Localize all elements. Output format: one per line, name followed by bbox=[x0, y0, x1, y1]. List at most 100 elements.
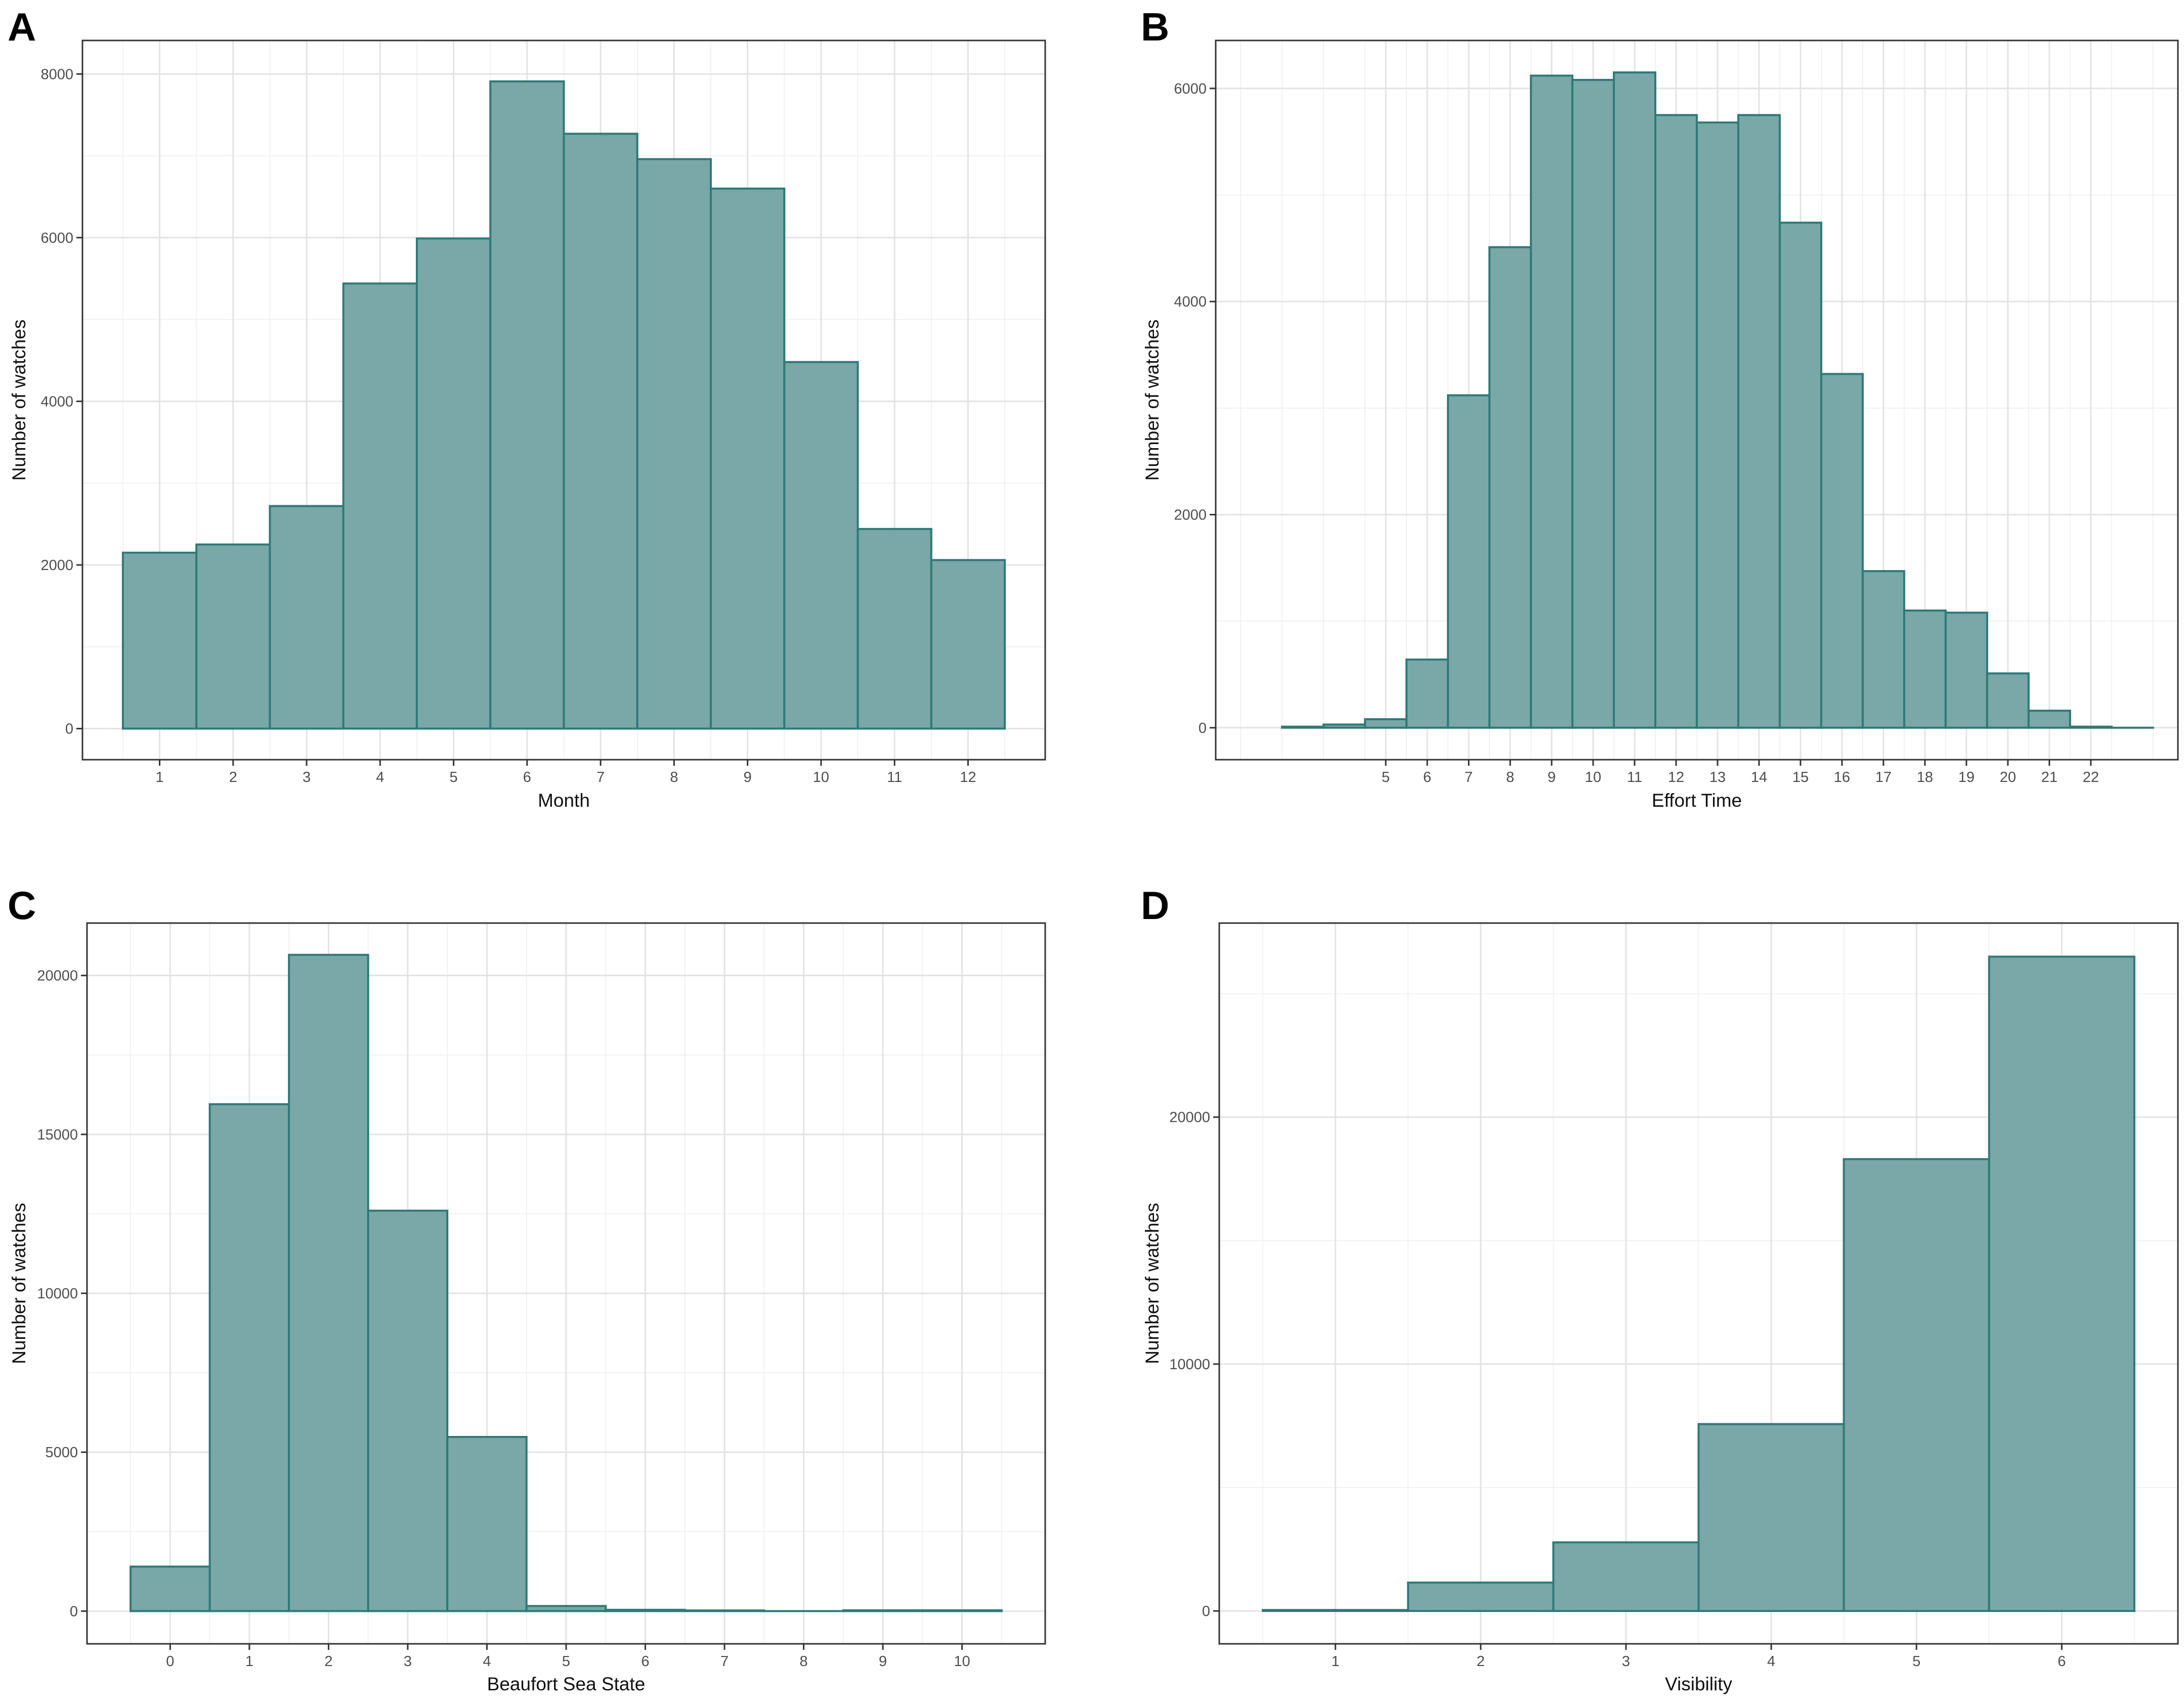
y-tick-label: 20000 bbox=[37, 968, 78, 984]
bar-b-21 bbox=[2027, 710, 2071, 729]
bar-c-3 bbox=[367, 1209, 449, 1612]
bar-d-6 bbox=[1988, 955, 2135, 1612]
y-tick-label: 6000 bbox=[40, 230, 73, 246]
x-tick-label: 7 bbox=[720, 1653, 729, 1670]
bar-b-14 bbox=[1737, 114, 1781, 729]
bar-b-13 bbox=[1696, 121, 1739, 729]
x-axis-title: Beaufort Sea State bbox=[487, 1674, 646, 1694]
panel-letter: B bbox=[1141, 5, 1169, 49]
y-tick-label: 10000 bbox=[1169, 1357, 1210, 1373]
bar-d-4 bbox=[1697, 1423, 1845, 1612]
bar-b-17 bbox=[1861, 570, 1905, 729]
bar-a-6 bbox=[489, 80, 565, 730]
y-axis-title: Number of watches bbox=[9, 1203, 29, 1364]
x-tick-label: 11 bbox=[887, 769, 902, 785]
bar-b-10 bbox=[1571, 78, 1615, 729]
bar-b-22 bbox=[2069, 725, 2113, 729]
bar-b-5 bbox=[1364, 718, 1408, 729]
y-tick-label: 15000 bbox=[37, 1127, 78, 1143]
x-axis-title: Month bbox=[538, 790, 590, 811]
bar-b-15 bbox=[1778, 222, 1822, 729]
bar-a-3 bbox=[269, 505, 345, 730]
bar-a-1 bbox=[121, 551, 198, 730]
y-tick-label: 0 bbox=[65, 721, 73, 737]
bar-c-5 bbox=[525, 1605, 607, 1612]
x-tick-label: 1 bbox=[245, 1653, 253, 1670]
x-tick-label: 6 bbox=[523, 769, 531, 785]
bar-b-7 bbox=[1447, 394, 1491, 729]
y-tick-label: 10000 bbox=[37, 1286, 78, 1302]
x-tick-label: 19 bbox=[1958, 769, 1975, 785]
panel-a: 1 2 3 4 5 6 7 8 9 10 11 1202000400060008000MonthNum… bbox=[8, 5, 1046, 811]
y-tick-label: 5000 bbox=[45, 1445, 78, 1461]
x-tick-label: 8 bbox=[800, 1653, 808, 1670]
x-tick-label: 17 bbox=[1875, 769, 1892, 785]
bar-b-11 bbox=[1613, 71, 1657, 729]
x-tick-label: 9 bbox=[1548, 769, 1556, 785]
y-tick-label: 8000 bbox=[40, 66, 73, 82]
bar-b-16 bbox=[1820, 373, 1864, 729]
bar-a-10 bbox=[783, 361, 859, 730]
bar-a-7 bbox=[563, 133, 638, 730]
bar-c-6 bbox=[605, 1608, 686, 1612]
bar-b-3 bbox=[1281, 725, 1325, 729]
x-tick-label: 7 bbox=[596, 769, 605, 785]
x-tick-label: 4 bbox=[376, 769, 384, 785]
x-tick-label: 8 bbox=[670, 769, 678, 785]
x-tick-label: 10 bbox=[954, 1653, 970, 1670]
y-tick-label: 0 bbox=[70, 1603, 78, 1620]
x-tick-label: 6 bbox=[2058, 1653, 2066, 1670]
panel-d: 1 2 3 4 5 6 0 10000 20000 Visibility Number of wat… bbox=[1141, 883, 2179, 1694]
panel-c: 0 1 2 3 4 5 6 7 8 9 10 0 5000 10000 15000 20000 Beaufort… bbox=[8, 883, 1046, 1694]
x-tick-label: 22 bbox=[2083, 769, 2099, 785]
x-tick-label: 12 bbox=[960, 769, 976, 785]
panel-letter: C bbox=[8, 883, 36, 928]
bar-d-2 bbox=[1407, 1581, 1555, 1612]
x-tick-label: 2 bbox=[324, 1653, 332, 1670]
x-tick-label: 15 bbox=[1792, 769, 1809, 785]
bar-b-9 bbox=[1530, 74, 1574, 729]
panel-b: 5 6 7 8 9 10 11 12 13 14 15 16 17 18 19 20 21 22 0 2000 4000… bbox=[1141, 5, 2179, 811]
panel-letter: A bbox=[8, 5, 36, 49]
y-tick-label: 6000 bbox=[1174, 81, 1207, 97]
y-tick-label: 0 bbox=[1198, 720, 1207, 736]
bar-d-5 bbox=[1843, 1158, 1990, 1612]
x-tick-label: 3 bbox=[303, 769, 311, 785]
bar-b-12 bbox=[1654, 114, 1698, 729]
x-tick-label: 5 bbox=[1382, 769, 1390, 785]
x-tick-label: 6 bbox=[641, 1653, 649, 1670]
y-tick-label: 20000 bbox=[1169, 1110, 1210, 1126]
bar-c-9 bbox=[842, 1609, 924, 1612]
x-tick-label: 21 bbox=[2041, 769, 2058, 785]
y-tick-label: 0 bbox=[1202, 1603, 1210, 1620]
x-tick-label: 5 bbox=[1912, 1653, 1920, 1670]
bar-c-1 bbox=[208, 1103, 290, 1612]
bar-b-20 bbox=[1986, 672, 2030, 729]
y-tick-label: 2000 bbox=[1174, 507, 1207, 523]
x-tick-label: 6 bbox=[1423, 769, 1431, 785]
x-tick-label: 10 bbox=[1585, 769, 1601, 785]
bar-c-7 bbox=[683, 1609, 765, 1612]
x-tick-label: 13 bbox=[1709, 769, 1726, 785]
panel-letter: D bbox=[1141, 883, 1169, 928]
bar-d-3 bbox=[1552, 1541, 1700, 1612]
panel-border bbox=[81, 39, 1046, 761]
x-tick-label: 18 bbox=[1917, 769, 1933, 785]
bar-c-4 bbox=[446, 1435, 528, 1612]
x-tick-label: 20 bbox=[2000, 769, 2016, 785]
x-axis-title: Effort Time bbox=[1652, 790, 1742, 811]
bar-a-11 bbox=[857, 528, 932, 730]
x-tick-label: 10 bbox=[813, 769, 829, 785]
bar-a-4 bbox=[342, 282, 418, 730]
x-tick-label: 14 bbox=[1751, 769, 1767, 785]
panel-border bbox=[1218, 922, 2179, 1645]
bar-c-10 bbox=[921, 1609, 1003, 1612]
x-tick-label: 9 bbox=[879, 1653, 887, 1670]
bar-a-2 bbox=[195, 543, 271, 730]
bar-b-4 bbox=[1322, 723, 1366, 729]
y-tick-label: 4000 bbox=[1174, 294, 1207, 310]
x-tick-label: 7 bbox=[1465, 769, 1473, 785]
bar-c-0 bbox=[130, 1565, 211, 1612]
x-tick-label: 11 bbox=[1627, 769, 1642, 785]
